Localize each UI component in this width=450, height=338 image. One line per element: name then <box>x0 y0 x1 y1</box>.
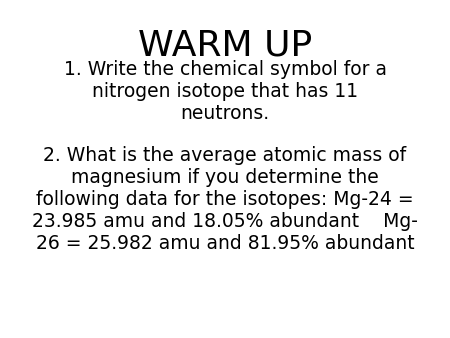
Text: 26 = 25.982 amu and 81.95% abundant: 26 = 25.982 amu and 81.95% abundant <box>36 234 414 253</box>
Text: 1. Write the chemical symbol for a: 1. Write the chemical symbol for a <box>63 60 387 79</box>
Text: magnesium if you determine the: magnesium if you determine the <box>71 168 379 187</box>
Text: WARM UP: WARM UP <box>138 28 312 62</box>
Text: nitrogen isotope that has 11: nitrogen isotope that has 11 <box>92 82 358 101</box>
Text: following data for the isotopes: Mg-24 =: following data for the isotopes: Mg-24 = <box>36 190 414 209</box>
Text: 23.985 amu and 18.05% abundant    Mg-: 23.985 amu and 18.05% abundant Mg- <box>32 212 418 231</box>
Text: 2. What is the average atomic mass of: 2. What is the average atomic mass of <box>44 146 406 165</box>
Text: neutrons.: neutrons. <box>180 104 270 123</box>
